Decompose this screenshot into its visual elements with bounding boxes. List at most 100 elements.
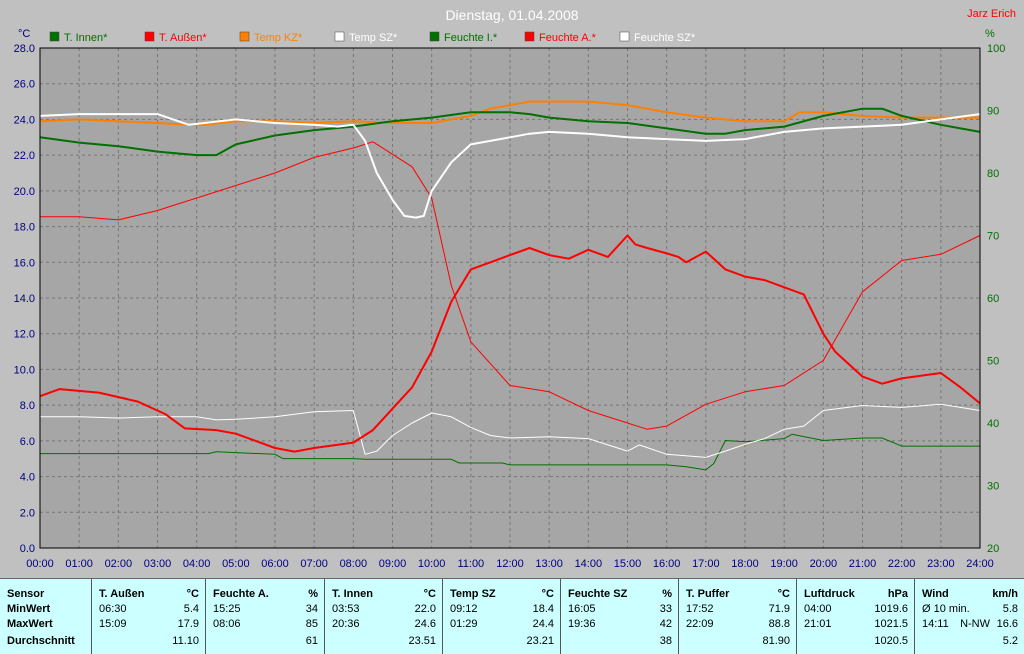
legend-swatch (239, 31, 250, 42)
y-left-tick-label: 18.0 (14, 222, 35, 234)
axes: 00:00 01:00 02:00 03:00 04:00 05:00 06:00 07:00… (14, 43, 1006, 570)
min-value: 33 (659, 603, 672, 615)
min-time: 09:12 (450, 603, 478, 615)
min-time: 16:05 (568, 603, 596, 615)
x-tick-label: 06:00 (261, 558, 289, 570)
x-tick-label: 13:00 (535, 558, 563, 570)
y-right-tick-label: 70 (987, 231, 999, 243)
column-unit: °C (777, 588, 790, 600)
max-time: 19:36 (568, 618, 596, 630)
sensor-header: Sensor (7, 588, 45, 600)
x-tick-label: 07:00 (300, 558, 328, 570)
weather-chart: 00:00 01:00 02:00 03:00 04:00 05:00 06:00 07:00… (14, 7, 1016, 570)
x-tick-label: 11:00 (457, 558, 484, 570)
max-time: 15:09 (99, 618, 127, 630)
max-value: 24.4 (532, 618, 554, 630)
x-tick-label: 09:00 (379, 558, 407, 570)
y-right-tick-label: 90 (987, 106, 999, 118)
legend-swatch (49, 31, 60, 42)
y-left-tick-label: 22.0 (14, 150, 35, 162)
y-left-tick-label: 20.0 (14, 186, 35, 198)
x-tick-label: 02:00 (105, 558, 133, 570)
min-value: 18.4 (532, 603, 554, 615)
column-name: T. Innen (332, 588, 373, 600)
average-value: 38 (659, 635, 672, 647)
min-time: 04:00 (804, 603, 832, 615)
average-value: 23.21 (526, 635, 554, 647)
legend-swatch (429, 31, 440, 42)
average-value: 81.90 (762, 635, 790, 647)
series-group (39, 100, 981, 471)
min-value: 22.0 (414, 603, 436, 615)
statistics-panel: Sensor MinWert MaxWert Durchschnitt T. A… (0, 578, 1024, 654)
x-tick-label: 24:00 (966, 558, 994, 570)
stats-column: T. Außen °C 06:30 5.4 15:09 17.9 11.10 (92, 579, 206, 654)
min-value: 71.9 (768, 603, 790, 615)
y-left-tick-label: 6.0 (20, 436, 35, 448)
series-line (39, 234, 981, 453)
legend-swatch (524, 31, 535, 42)
series-line (40, 141, 981, 430)
column-name: Wind (922, 588, 949, 600)
y-left-tick-label: 24.0 (14, 114, 35, 126)
max-value: 1021.5 (874, 618, 908, 630)
chart-title: Dienstag, 01.04.2008 (445, 7, 578, 23)
column-unit: °C (186, 588, 199, 600)
stats-column: Feuchte A.% 15:25 34 08:06 85 61 (206, 579, 325, 654)
max-time: 14:11 (922, 618, 949, 630)
stats-column: Luftdruck hPa 04:00 1019.6 21:01 1021.5 1020.5 (797, 579, 915, 654)
column-unit: °C (423, 588, 436, 600)
y-left-tick-label: 14.0 (14, 293, 35, 305)
x-tick-label: 03:00 (144, 558, 172, 570)
x-tick-label: 18:00 (731, 558, 759, 570)
y-left-tick-label: 26.0 (14, 79, 35, 91)
series-line (39, 107, 981, 157)
y-right-tick-label: 30 (987, 481, 999, 493)
average-value: 11.10 (172, 635, 199, 647)
max-time: 22:09 (686, 618, 714, 630)
y-left-tick-label: 8.0 (20, 400, 35, 412)
column-unit: °C (541, 588, 554, 600)
min-row-label: MinWert (7, 603, 51, 615)
x-tick-label: 17:00 (692, 558, 720, 570)
right-axis-unit: % (985, 28, 995, 40)
series-line (40, 433, 980, 471)
max-value: 16.6 (996, 618, 1018, 630)
x-tick-label: 08:00 (340, 558, 368, 570)
plot-frame (39, 47, 981, 549)
min-time: 03:53 (332, 603, 360, 615)
max-value: 24.6 (414, 618, 436, 630)
max-value: 88.8 (768, 618, 790, 630)
legend-label: T. Außen* (159, 32, 207, 44)
average-value: 23.51 (408, 635, 436, 647)
column-name: Feuchte SZ (568, 588, 628, 600)
y-left-tick-label: 16.0 (14, 257, 35, 269)
avg-row-label: Durchschnitt (7, 635, 75, 647)
y-left-tick-label: 0.0 (20, 543, 35, 555)
max-direction: N-NW (960, 618, 990, 630)
x-tick-label: 15:00 (614, 558, 642, 570)
legend-label: Temp SZ* (349, 32, 398, 44)
x-tick-label: 04:00 (183, 558, 211, 570)
stats-column: T. Puffer °C 17:52 71.9 22:09 88.8 81.90 (679, 579, 797, 654)
y-left-tick-label: 10.0 (14, 364, 35, 376)
legend-label: Feuchte SZ* (634, 32, 696, 44)
x-tick-label: 19:00 (770, 558, 798, 570)
average-value: 5.2 (1002, 635, 1018, 647)
legend-label: Feuchte A.* (539, 32, 597, 44)
y-right-tick-label: 80 (987, 168, 999, 180)
max-value: 85 (305, 618, 318, 630)
min-value: 34 (305, 603, 318, 615)
max-time: 08:06 (213, 618, 241, 630)
y-left-tick-label: 4.0 (20, 472, 35, 484)
column-unit: hPa (887, 588, 908, 600)
author-label: Jarz Erich (967, 8, 1016, 20)
min-time: 15:25 (213, 603, 241, 615)
stats-column: T. Innen °C 03:53 22.0 20:36 24.6 23.51 (325, 579, 443, 654)
x-tick-label: 16:00 (653, 558, 681, 570)
legend-swatch (334, 31, 345, 42)
stats-column: Wind km/h Ø 10 min. 5.8 14:11 N-NW 16.6 5.2 (915, 579, 1024, 654)
legend-label: Feuchte I.* (444, 32, 498, 44)
column-name: T. Puffer (686, 588, 730, 600)
x-tick-label: 21:00 (849, 558, 877, 570)
